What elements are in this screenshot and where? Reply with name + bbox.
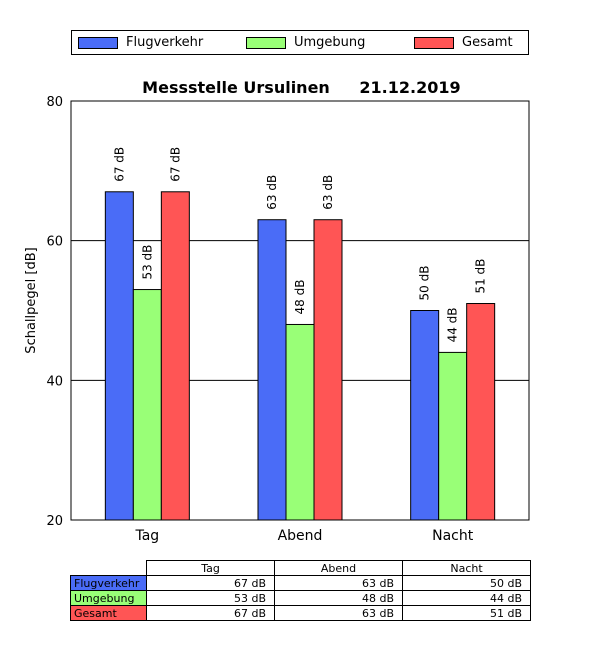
- table-row-label: Umgebung: [70, 590, 147, 606]
- chart-date: 21.12.2019: [359, 78, 460, 97]
- table-cell: 63 dB: [274, 605, 403, 621]
- table-cell: 50 dB: [402, 575, 531, 591]
- table-row: Umgebung 53 dB 48 dB 44 dB: [70, 590, 531, 606]
- table-row: Flugverkehr 67 dB 63 dB 50 dB: [70, 575, 531, 591]
- data-label: 53 dB: [140, 245, 154, 280]
- bar: [410, 310, 440, 521]
- table-cell: 63 dB: [274, 575, 403, 591]
- table-col-header: Abend: [274, 560, 403, 576]
- legend-swatch-flugverkehr: [78, 37, 118, 49]
- table-cell: 44 dB: [402, 590, 531, 606]
- bar: [132, 289, 162, 521]
- table-cell: 67 dB: [146, 605, 275, 621]
- plot-frame: [70, 100, 530, 521]
- data-label: 44 dB: [446, 307, 460, 342]
- table-cell: 67 dB: [146, 575, 275, 591]
- table-row-label: Gesamt: [70, 605, 147, 621]
- table-row: Gesamt 67 dB 63 dB 51 dB: [70, 605, 531, 621]
- bar: [257, 219, 287, 521]
- data-label: 67 dB: [168, 147, 182, 182]
- x-tick-label: Tag: [134, 528, 159, 544]
- table-col-header: Nacht: [402, 560, 531, 576]
- y-tick-label: 80: [46, 95, 63, 110]
- legend-label-umgebung: Umgebung: [294, 35, 366, 50]
- data-label: 50 dB: [418, 266, 432, 301]
- bar: [285, 323, 315, 521]
- chart-legend: Flugverkehr Umgebung Gesamt: [71, 30, 529, 55]
- bar: [160, 191, 190, 521]
- y-tick-label: 20: [46, 514, 63, 529]
- y-tick-label: 40: [46, 374, 63, 389]
- data-label: 67 dB: [112, 147, 126, 182]
- legend-swatch-gesamt: [414, 37, 454, 49]
- data-label: 48 dB: [293, 280, 307, 315]
- legend-swatch-umgebung: [246, 37, 286, 49]
- bar: [466, 303, 496, 521]
- table-cell: 48 dB: [274, 590, 403, 606]
- chart-title: Messstelle Ursulinen: [142, 78, 330, 97]
- y-tick-label: 60: [46, 235, 63, 250]
- table-cell: 51 dB: [402, 605, 531, 621]
- data-label: 51 dB: [474, 259, 488, 294]
- table-header-row: Tag Abend Nacht: [71, 560, 531, 576]
- y-axis-label: Schallpegel [dB]: [24, 247, 39, 353]
- bar-chart: 67 dB 53 dB 67 dB Tag 63 dB 48 dB 63 dB Abend 50…: [24, 78, 530, 544]
- data-label: 63 dB: [265, 175, 279, 210]
- bar: [438, 351, 468, 521]
- legend-label-gesamt: Gesamt: [462, 35, 513, 50]
- bar: [313, 219, 343, 521]
- data-label: 63 dB: [321, 175, 335, 210]
- bar: [104, 191, 134, 521]
- x-tick-label: Nacht: [432, 528, 474, 544]
- legend-label-flugverkehr: Flugverkehr: [126, 35, 204, 50]
- x-tick-label: Abend: [278, 528, 323, 544]
- data-table: Tag Abend Nacht Flugverkehr 67 dB 63 dB …: [70, 560, 531, 621]
- table-corner: [71, 561, 147, 576]
- table-row-label: Flugverkehr: [70, 575, 147, 591]
- table-cell: 53 dB: [146, 590, 275, 606]
- table-col-header: Tag: [146, 560, 275, 576]
